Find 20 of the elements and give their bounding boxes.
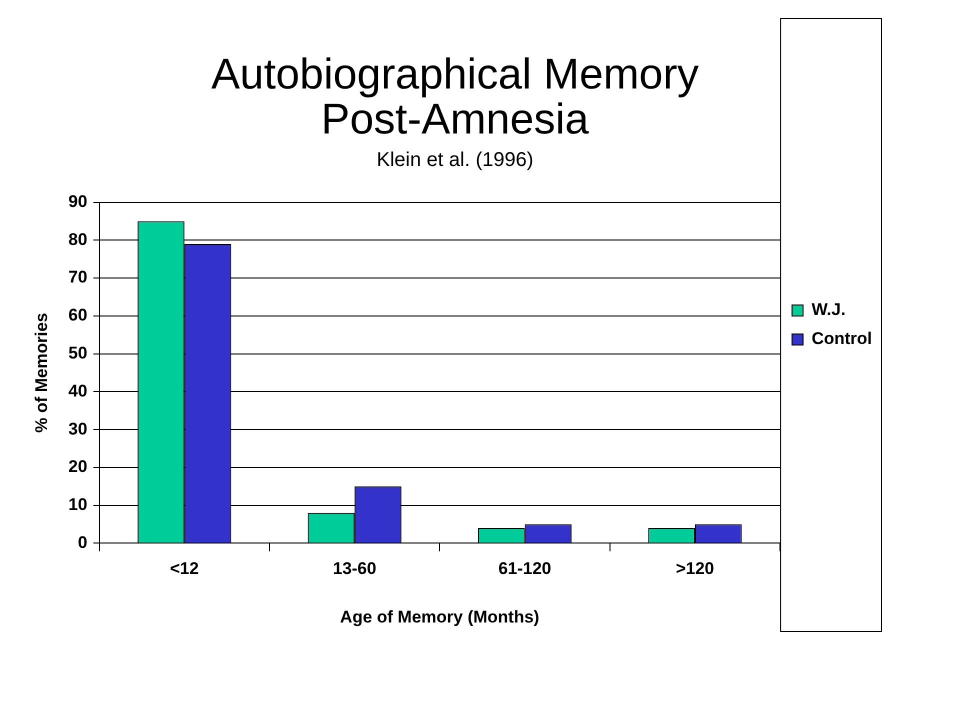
y-tick-label: 80 xyxy=(68,230,88,249)
x-tick-label: >120 xyxy=(676,559,714,578)
y-tick-label: 0 xyxy=(78,532,88,552)
chart-subtitle: Klein et al. (1996) xyxy=(376,148,534,171)
y-tick-label: 90 xyxy=(68,192,88,211)
y-tick-label: 10 xyxy=(68,495,88,514)
y-tick-label: 60 xyxy=(68,306,88,325)
y-tick-label: 30 xyxy=(68,419,88,438)
y-tick-label: 50 xyxy=(68,344,88,362)
x-tick-label: <12 xyxy=(170,559,199,578)
legend-label: Control xyxy=(812,329,872,348)
y-axis-title: % of Memories xyxy=(32,312,51,433)
legend-label: W.J. xyxy=(812,300,846,320)
y-tick-label: 20 xyxy=(68,457,88,476)
x-tick-label: 13-60 xyxy=(332,559,376,578)
y-tick-label: 40 xyxy=(68,381,88,400)
y-tick-label: 70 xyxy=(68,268,88,287)
chart-title: Autobiographical Memory Post-Amnesia xyxy=(211,50,700,144)
x-axis-title: Age of Memory (Months) xyxy=(340,607,540,626)
x-tick-label: 61-120 xyxy=(498,559,552,578)
